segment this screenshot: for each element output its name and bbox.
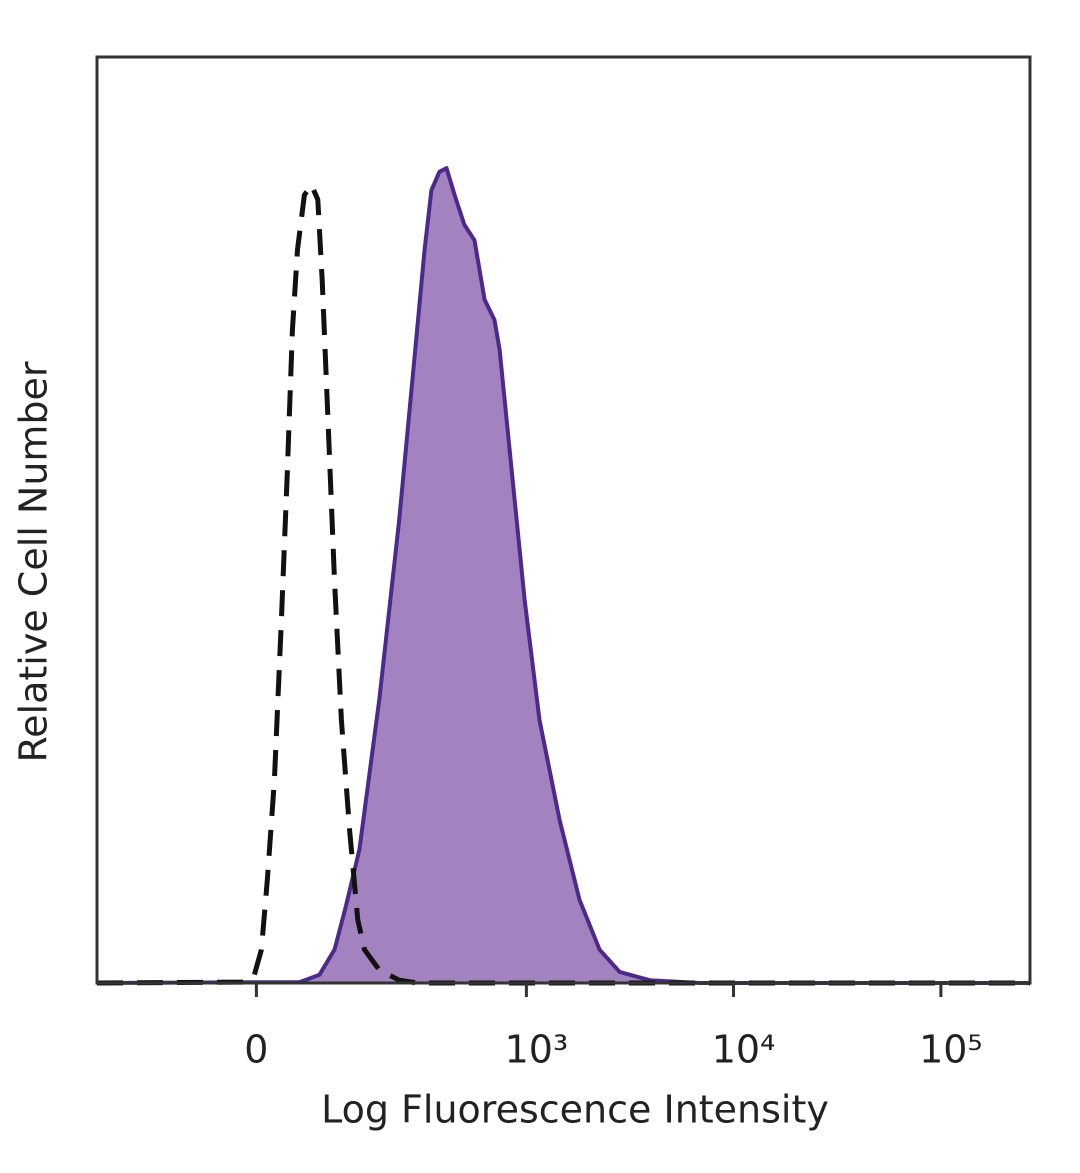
- y-axis-label: Relative Cell Number: [12, 361, 56, 762]
- x-tick-label: 10⁴: [712, 1028, 776, 1072]
- plot-area: [96, 166, 1030, 986]
- x-tick-label: 10⁵: [919, 1028, 983, 1072]
- x-tick-label: 10³: [505, 1028, 569, 1072]
- x-tick-label: 0: [244, 1028, 268, 1072]
- plot-frame: [95, 55, 1032, 985]
- control-histogram-line: [96, 182, 1030, 986]
- histogram-area: [97, 168, 1030, 984]
- x-axis-label: Log Fluorescence Intensity: [321, 1088, 829, 1132]
